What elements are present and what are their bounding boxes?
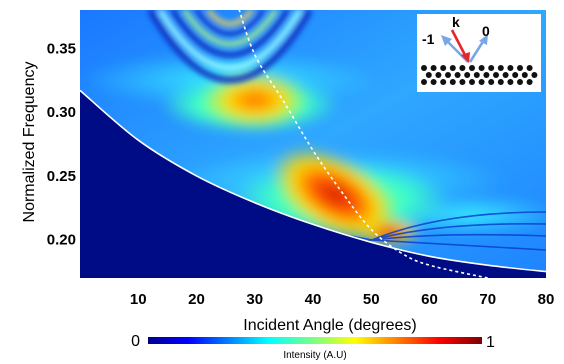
lattice-dot — [483, 72, 490, 78]
inset-arrow-k — [450, 29, 468, 58]
lattice-dot — [497, 79, 504, 85]
lattice-dot — [449, 65, 456, 71]
hot-region-main — [271, 146, 399, 244]
inset-box — [417, 14, 541, 92]
lattice-dot — [493, 72, 499, 78]
inset-arrow-zero — [468, 39, 486, 63]
colorbar-label: Intensity (A.U) — [283, 350, 346, 361]
x-tick-label: 70 — [479, 291, 496, 308]
lattice-dot — [430, 65, 437, 71]
lattice-dot — [502, 72, 509, 78]
forbidden-region — [80, 90, 546, 278]
lattice-dot — [517, 65, 523, 71]
lattice-dot — [517, 79, 523, 85]
y-tick-label: 0.20 — [47, 232, 76, 249]
fan-fringes — [299, 211, 546, 251]
lattice-dot — [435, 72, 442, 78]
lattice-dot — [488, 65, 495, 71]
x-tick-label: 20 — [188, 291, 205, 308]
lattice-dot — [488, 79, 495, 85]
lattice-dot — [507, 79, 514, 85]
lattice-dot — [454, 72, 461, 78]
x-tick-label: 50 — [363, 291, 380, 308]
lattice-dot — [459, 79, 466, 85]
lattice-dot — [469, 65, 475, 71]
diffraction-order-curve — [238, 10, 488, 278]
inset-arrowhead-minus1 — [441, 35, 452, 46]
lattice-dot — [449, 79, 456, 85]
lattice-dot — [473, 72, 480, 78]
x-tick-label: 10 — [130, 291, 147, 308]
lattice-dot — [478, 79, 485, 85]
light-line-curve — [80, 89, 546, 273]
lattice-dot — [469, 79, 475, 85]
x-tick-label: 40 — [305, 291, 322, 308]
lattice-dot — [421, 79, 427, 85]
lattice-dot — [440, 65, 447, 71]
lattice-dot — [430, 79, 437, 85]
colorbar: 0 1 Intensity (A.U) — [131, 333, 495, 361]
interference-arcs — [147, 10, 313, 83]
lattice-dot — [512, 72, 519, 78]
lattice-dot — [497, 65, 504, 71]
inset-lattice — [421, 65, 538, 85]
inset-label-k: k — [452, 14, 460, 30]
lattice-dot — [464, 72, 471, 78]
colorbar-max-label: 1 — [486, 334, 495, 351]
x-tick-labels: 10 20 30 40 50 60 70 80 — [130, 291, 554, 308]
x-tick-label: 60 — [421, 291, 438, 308]
y-tick-label: 0.35 — [47, 40, 76, 57]
warm-region-upper — [200, 70, 310, 130]
y-axis-label: Normalized Frequency — [21, 62, 38, 223]
lattice-dot — [459, 65, 466, 71]
lattice-dot — [478, 65, 485, 71]
lattice-dot — [507, 65, 514, 71]
lattice-dot — [421, 65, 427, 71]
inset-arrowhead-k — [461, 52, 470, 63]
lattice-dot — [526, 65, 533, 71]
inset-arrowhead-zero — [479, 34, 488, 45]
lattice-dot — [531, 72, 538, 78]
y-tick-label: 0.25 — [47, 168, 76, 185]
lattice-dot — [521, 72, 528, 78]
inset-diagram: -1 k 0 — [417, 14, 541, 92]
y-tick-label: 0.30 — [47, 104, 76, 121]
colorbar-min-label: 0 — [131, 333, 140, 350]
lattice-dot — [425, 72, 432, 78]
colorbar-gradient — [148, 337, 482, 344]
inset-label-zero: 0 — [482, 23, 490, 39]
lattice-dot — [526, 79, 533, 85]
lattice-dot — [445, 72, 451, 78]
inset-label-minus1: -1 — [422, 31, 435, 47]
x-tick-label: 30 — [246, 291, 263, 308]
x-axis-label: Incident Angle (degrees) — [243, 317, 416, 334]
y-tick-labels: 0.20 0.25 0.30 0.35 — [47, 40, 76, 248]
x-tick-label: 80 — [538, 291, 555, 308]
lattice-dot — [440, 79, 447, 85]
